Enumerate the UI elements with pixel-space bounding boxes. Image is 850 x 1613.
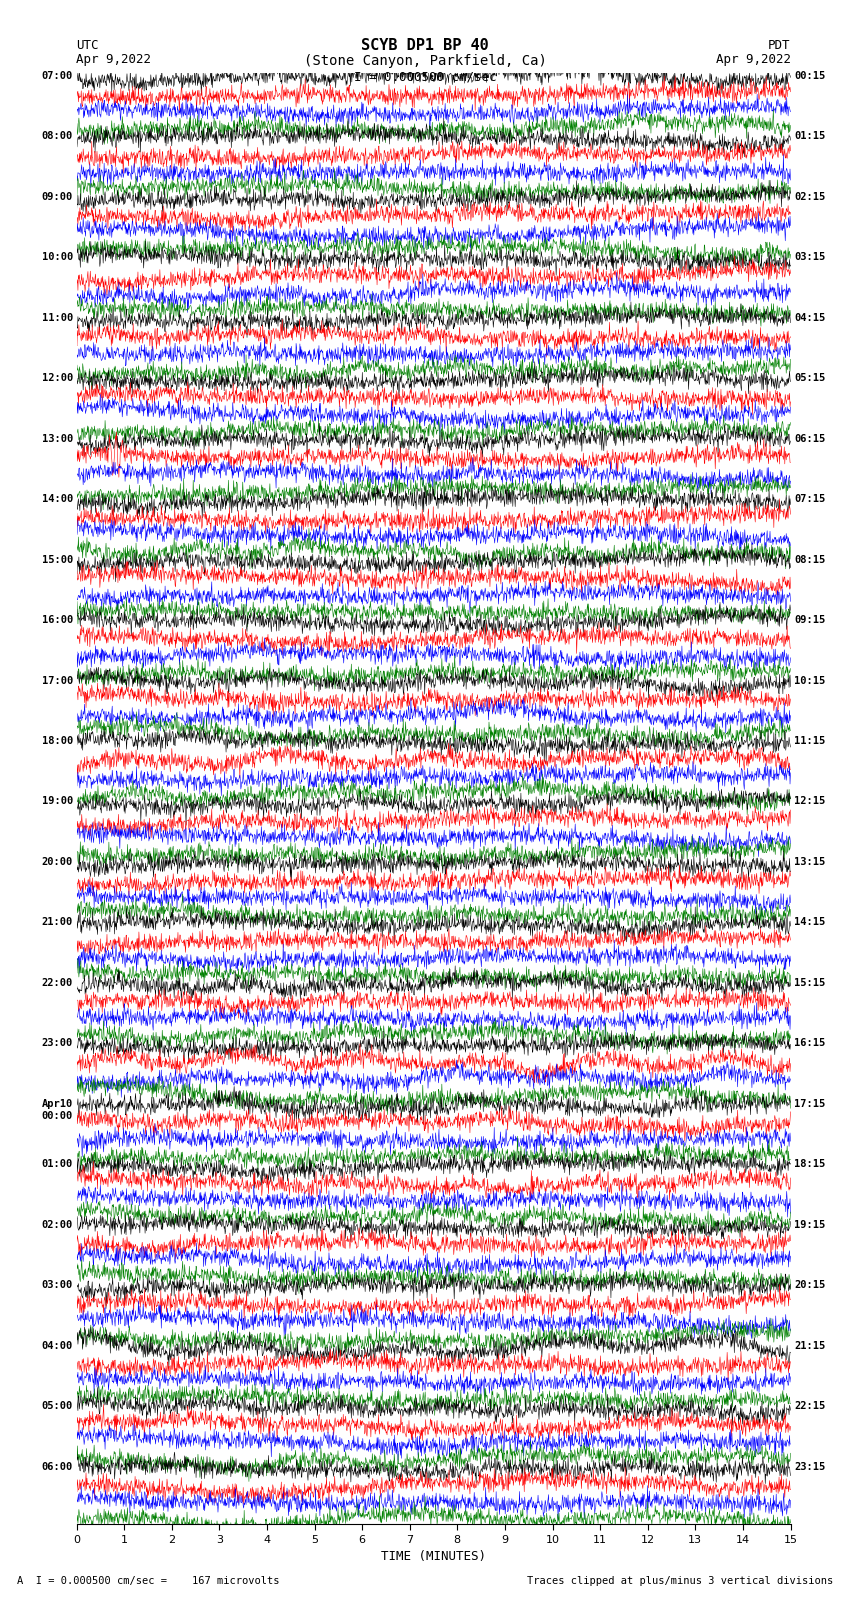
Text: 18:00: 18:00 — [42, 736, 73, 745]
Text: 13:00: 13:00 — [42, 434, 73, 444]
Text: 21:15: 21:15 — [794, 1340, 825, 1350]
Text: (Stone Canyon, Parkfield, Ca): (Stone Canyon, Parkfield, Ca) — [303, 55, 547, 68]
Text: 06:00: 06:00 — [42, 1461, 73, 1471]
Text: 13:15: 13:15 — [794, 857, 825, 866]
Text: 14:15: 14:15 — [794, 918, 825, 927]
Text: PDT: PDT — [768, 39, 790, 52]
Text: 03:00: 03:00 — [42, 1281, 73, 1290]
Text: 05:15: 05:15 — [794, 373, 825, 382]
Text: 04:15: 04:15 — [794, 313, 825, 323]
Text: 00:15: 00:15 — [794, 71, 825, 81]
Text: 19:00: 19:00 — [42, 797, 73, 806]
Text: 09:00: 09:00 — [42, 192, 73, 202]
Text: 17:15: 17:15 — [794, 1098, 825, 1108]
Text: 10:15: 10:15 — [794, 676, 825, 686]
Text: 16:15: 16:15 — [794, 1039, 825, 1048]
Text: 09:15: 09:15 — [794, 615, 825, 624]
Text: 12:00: 12:00 — [42, 373, 73, 382]
Text: 10:00: 10:00 — [42, 252, 73, 261]
Text: 02:15: 02:15 — [794, 192, 825, 202]
Text: 15:15: 15:15 — [794, 977, 825, 987]
Text: 22:00: 22:00 — [42, 977, 73, 987]
Text: 11:15: 11:15 — [794, 736, 825, 745]
Text: 07:00: 07:00 — [42, 71, 73, 81]
Text: 05:00: 05:00 — [42, 1402, 73, 1411]
Text: 03:15: 03:15 — [794, 252, 825, 261]
Text: 06:15: 06:15 — [794, 434, 825, 444]
Text: 23:00: 23:00 — [42, 1039, 73, 1048]
Text: 01:15: 01:15 — [794, 131, 825, 140]
Text: 04:00: 04:00 — [42, 1340, 73, 1350]
Text: Apr 9,2022: Apr 9,2022 — [76, 53, 151, 66]
Text: Traces clipped at plus/minus 3 vertical divisions: Traces clipped at plus/minus 3 vertical … — [527, 1576, 833, 1586]
Text: 01:00: 01:00 — [42, 1160, 73, 1169]
Text: 20:15: 20:15 — [794, 1281, 825, 1290]
Text: 19:15: 19:15 — [794, 1219, 825, 1229]
Text: 20:00: 20:00 — [42, 857, 73, 866]
Text: 02:00: 02:00 — [42, 1219, 73, 1229]
Text: 18:15: 18:15 — [794, 1160, 825, 1169]
Text: 21:00: 21:00 — [42, 918, 73, 927]
Text: 22:15: 22:15 — [794, 1402, 825, 1411]
Text: 16:00: 16:00 — [42, 615, 73, 624]
Text: Apr 9,2022: Apr 9,2022 — [716, 53, 790, 66]
Text: 11:00: 11:00 — [42, 313, 73, 323]
Text: 12:15: 12:15 — [794, 797, 825, 806]
Text: I = 0.000500 cm/sec: I = 0.000500 cm/sec — [354, 71, 496, 84]
Text: 23:15: 23:15 — [794, 1461, 825, 1471]
Text: A  I = 0.000500 cm/sec =    167 microvolts: A I = 0.000500 cm/sec = 167 microvolts — [17, 1576, 280, 1586]
Text: 07:15: 07:15 — [794, 494, 825, 503]
X-axis label: TIME (MINUTES): TIME (MINUTES) — [381, 1550, 486, 1563]
Text: SCYB DP1 BP 40: SCYB DP1 BP 40 — [361, 37, 489, 53]
Text: 08:15: 08:15 — [794, 555, 825, 565]
Text: Apr10
00:00: Apr10 00:00 — [42, 1098, 73, 1121]
Text: 14:00: 14:00 — [42, 494, 73, 503]
Text: 15:00: 15:00 — [42, 555, 73, 565]
Text: 17:00: 17:00 — [42, 676, 73, 686]
Text: UTC: UTC — [76, 39, 99, 52]
Text: 08:00: 08:00 — [42, 131, 73, 140]
